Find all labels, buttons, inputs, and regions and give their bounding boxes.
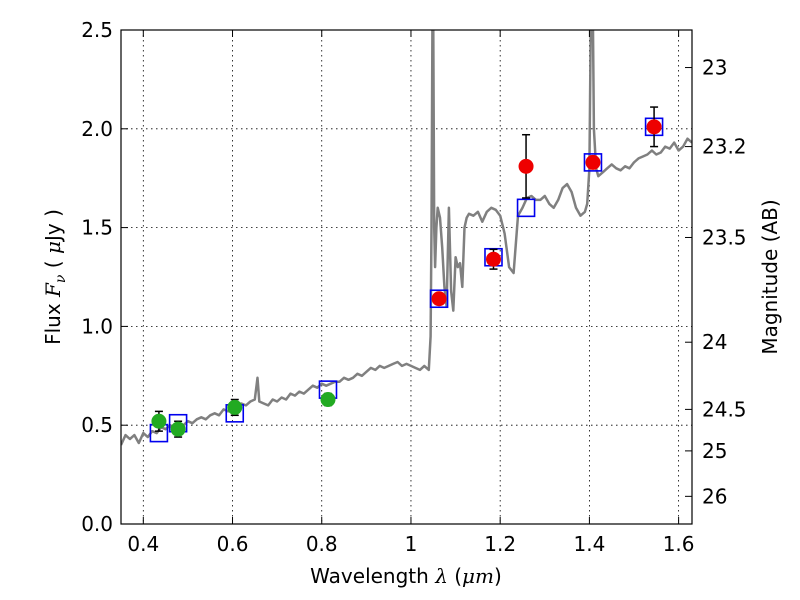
observed-optical-point bbox=[170, 421, 186, 437]
model-photometry-square bbox=[516, 198, 536, 218]
y2-tick-label: 26 bbox=[702, 484, 727, 508]
plot-frame bbox=[120, 29, 693, 525]
grid bbox=[121, 29, 692, 525]
x-axis-label: Wavelength λ (μm) bbox=[310, 564, 502, 588]
axes: 0.4 0.6 0.8 1 1.2 1.4 1.6 0.0 0.5 1.0 1.5 2.0 2.5 23 2… bbox=[81, 18, 746, 556]
model-spectrum-line bbox=[121, 30, 692, 446]
y-axis-label: Flux Fν ( μJy ) bbox=[41, 209, 69, 345]
y2-tick-label: 24 bbox=[702, 330, 727, 354]
observed-infrared-point bbox=[585, 154, 601, 170]
observed-infrared-point bbox=[646, 119, 662, 135]
observed-infrared-point bbox=[431, 291, 447, 307]
observed-optical-point bbox=[227, 399, 243, 415]
y-tick-label: 1.5 bbox=[81, 216, 113, 240]
y2-tick-label: 25 bbox=[702, 439, 727, 463]
y-tick-label: 1.0 bbox=[81, 314, 113, 338]
y-tick-label: 2.0 bbox=[81, 117, 113, 141]
y2-axis-label: Magnitude (AB) bbox=[758, 199, 782, 354]
y2-tick-label: 24.5 bbox=[702, 397, 747, 421]
observed-infrared-point bbox=[518, 158, 534, 174]
y-tick-label: 0.0 bbox=[81, 512, 113, 536]
x-tick-label: 1.6 bbox=[663, 532, 695, 556]
observed-optical-point bbox=[320, 392, 336, 408]
y2-tick-label: 23.2 bbox=[702, 135, 747, 159]
x-tick-label: 0.4 bbox=[127, 532, 159, 556]
data-layer bbox=[121, 30, 692, 446]
x-tick-label: 1.4 bbox=[573, 532, 605, 556]
observed-optical-point bbox=[151, 413, 167, 429]
model-photometry-square bbox=[583, 153, 603, 172]
observed-infrared-point bbox=[485, 251, 501, 267]
x-tick-label: 1 bbox=[405, 532, 418, 556]
x-tick-label: 1.2 bbox=[484, 532, 516, 556]
model-photometry-square bbox=[429, 289, 449, 309]
x-tick-label: 0.8 bbox=[306, 532, 338, 556]
x-tick-label: 0.6 bbox=[217, 532, 249, 556]
y2-tick-label: 23 bbox=[702, 56, 727, 80]
y-tick-label: 0.5 bbox=[81, 413, 113, 437]
y-tick-label: 2.5 bbox=[81, 18, 113, 42]
y2-tick-label: 23.5 bbox=[702, 225, 747, 249]
